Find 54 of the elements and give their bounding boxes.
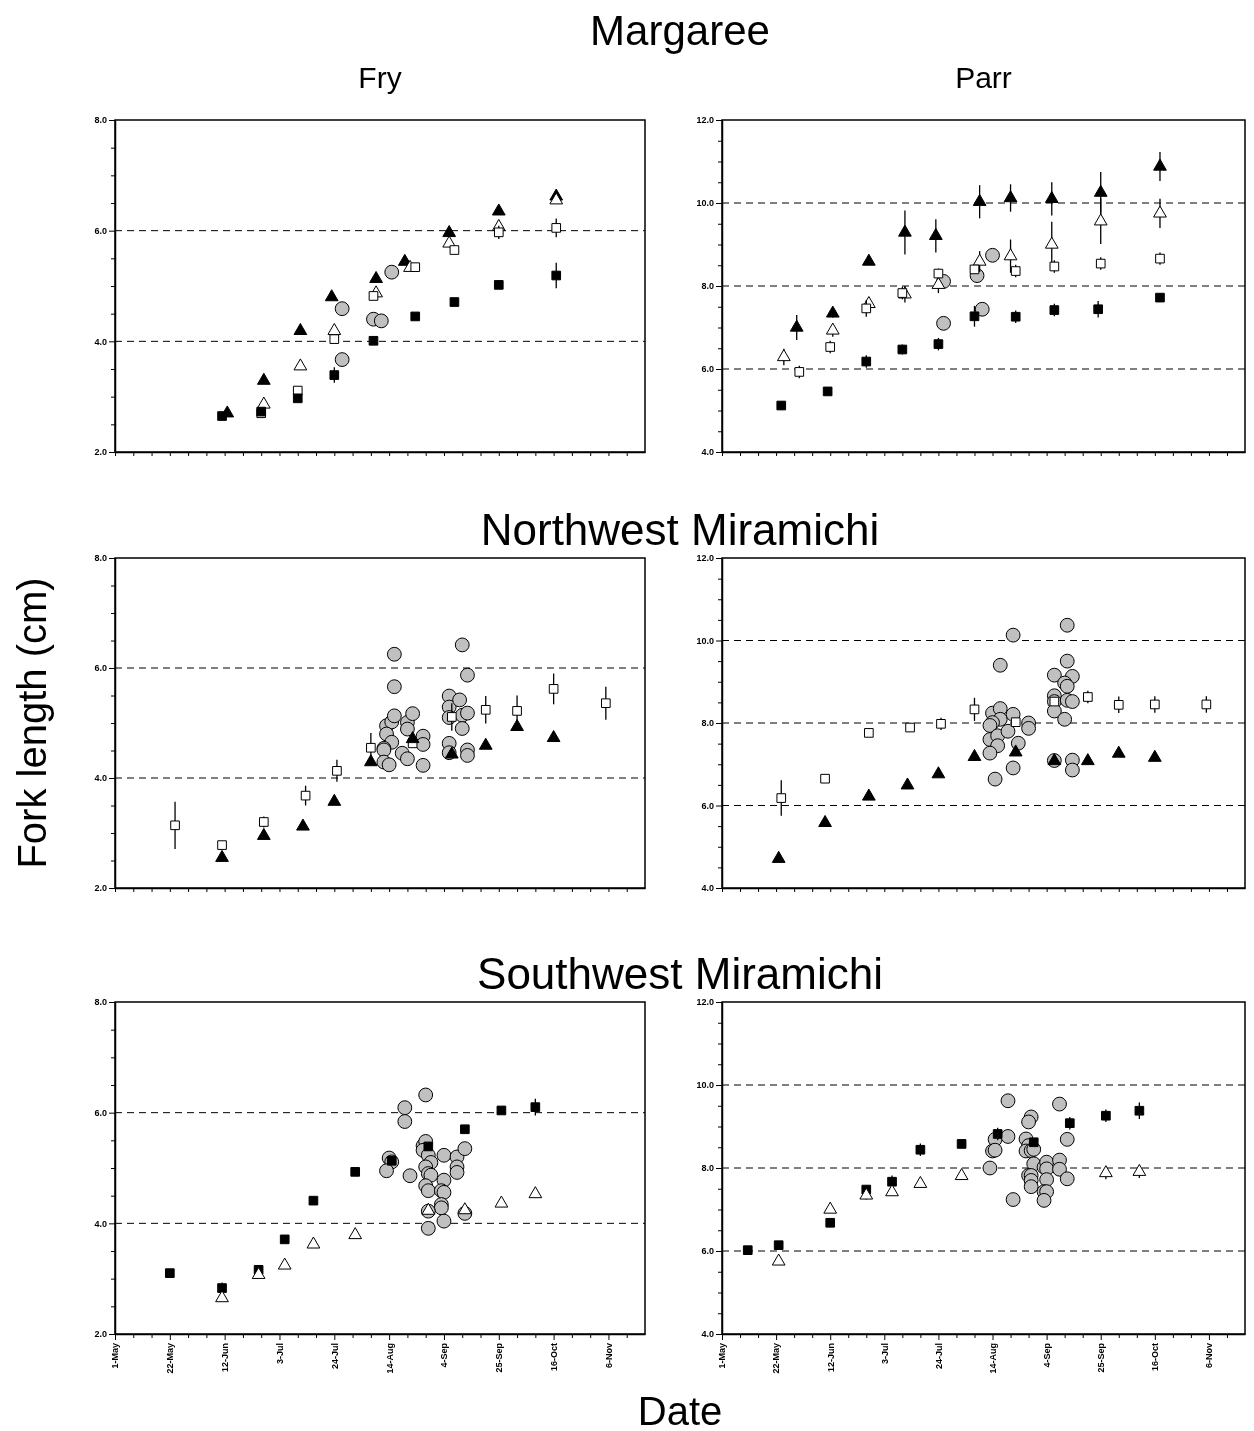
y-tick-label: 8.0	[94, 553, 107, 564]
y-tick-label: 8.0	[701, 1163, 714, 1174]
y-tick-label: 6.0	[94, 663, 107, 674]
x-tick-label: 16-Oct	[1150, 1343, 1161, 1372]
x-tick-label: 24-Jul	[329, 1343, 340, 1370]
x-tick-label: 22-May	[771, 1343, 782, 1374]
x-tick-label: 12-Jun	[220, 1343, 231, 1373]
y-tick-label: 2.0	[94, 1329, 107, 1340]
y-tick-label: 10.0	[696, 1080, 714, 1091]
y-tick-label: 12.0	[696, 553, 714, 564]
y-tick-label: 6.0	[701, 800, 714, 811]
x-tick-label: 14-Aug	[384, 1343, 395, 1374]
y-tick-label: 8.0	[701, 281, 714, 292]
y-tick-label: 6.0	[701, 364, 714, 375]
chart-title: Margaree	[590, 7, 770, 54]
x-tick-label: 4-Sep	[1042, 1342, 1052, 1368]
y-tick-label: 4.0	[701, 883, 714, 894]
chart-title: Southwest Miramichi	[477, 949, 883, 998]
x-tick-label: 1-May	[110, 1343, 121, 1369]
y-axis-title: Fork length (cm)	[10, 577, 54, 869]
x-tick-label: 25-Sep	[494, 1342, 505, 1373]
y-tick-label: 2.0	[94, 883, 107, 894]
x-tick-label: 24-Jul	[933, 1343, 944, 1370]
x-tick-label: 14-Aug	[987, 1343, 998, 1374]
y-tick-label: 10.0	[696, 198, 714, 209]
x-tick-label: 22-May	[165, 1343, 176, 1374]
x-tick-label: 1-May	[717, 1343, 728, 1369]
y-tick-label: 4.0	[94, 336, 107, 347]
x-tick-label: 4-Sep	[439, 1342, 450, 1368]
x-axis-title: Date	[637, 1389, 723, 1431]
y-tick-label: 12.0	[696, 997, 714, 1008]
x-tick-label: 6-Nov	[603, 1343, 614, 1369]
y-tick-label: 4.0	[701, 447, 714, 458]
x-tick-label: 3-Jul	[879, 1343, 890, 1365]
chart-subtitle: Parr	[955, 61, 1012, 94]
y-tick-label: 6.0	[94, 1108, 107, 1119]
y-tick-label: 2.0	[94, 447, 107, 458]
chart-subtitle: Fry	[358, 61, 402, 94]
y-tick-label: 10.0	[696, 635, 714, 646]
x-tick-label: 12-Jun	[825, 1343, 836, 1373]
x-tick-label: 25-Sep	[1096, 1342, 1107, 1373]
x-tick-label: 6-Nov	[1204, 1343, 1215, 1369]
y-tick-label: 12.0	[696, 115, 714, 126]
y-tick-label: 4.0	[701, 1329, 714, 1340]
y-tick-label: 6.0	[701, 1246, 714, 1257]
y-tick-label: 6.0	[94, 226, 107, 237]
y-tick-label: 8.0	[94, 997, 107, 1008]
y-tick-label: 8.0	[701, 718, 714, 729]
y-tick-label: 8.0	[94, 115, 107, 126]
y-tick-label: 4.0	[94, 773, 107, 784]
y-tick-label: 4.0	[94, 1218, 107, 1229]
chart-title: Northwest Miramichi	[480, 505, 880, 554]
x-tick-label: 3-Jul	[274, 1343, 285, 1365]
x-tick-label: 16-Oct	[549, 1343, 559, 1372]
